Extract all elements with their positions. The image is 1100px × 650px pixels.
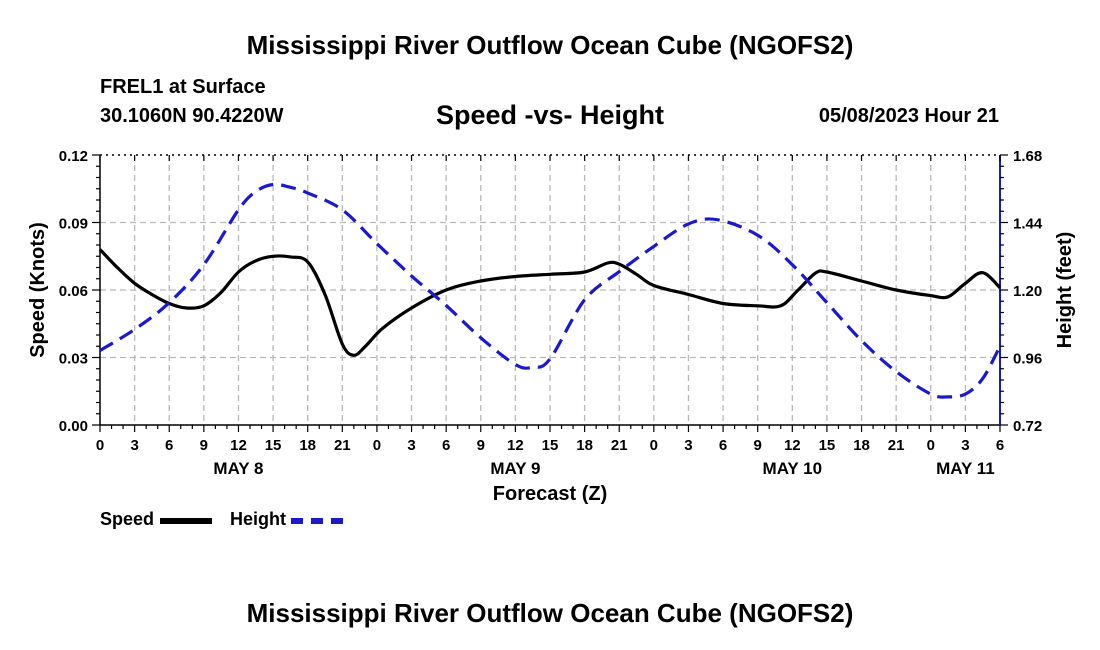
- x-tick-label: 21: [888, 437, 905, 454]
- x-tick-label: 9: [754, 437, 762, 454]
- day-label: MAY 9: [490, 459, 540, 478]
- legend-speed-label: Speed: [100, 509, 155, 529]
- x-tick-label: 3: [684, 437, 692, 454]
- y-tick-label: 0.09: [59, 216, 88, 233]
- x-tick-label: 18: [576, 437, 593, 454]
- grid: [100, 154, 1000, 425]
- y2-tick-label: 1.68: [1013, 148, 1042, 165]
- x-tick-label: 0: [373, 437, 381, 454]
- x-axis-title: Forecast (Z): [493, 483, 607, 505]
- x-tick-label: 0: [96, 437, 104, 454]
- y-tick-label: 0.00: [59, 418, 88, 435]
- speed-series-line: [98, 248, 1002, 357]
- y2-tick-label: 0.96: [1013, 351, 1042, 368]
- x-tick-label: 21: [611, 437, 628, 454]
- x-tick-label: 15: [265, 437, 282, 454]
- y2-tick-label: 1.44: [1013, 216, 1043, 233]
- x-tick-label: 6: [165, 437, 173, 454]
- x-tick-label: 15: [819, 437, 836, 454]
- y-axis-title: Speed (Knots): [27, 222, 49, 358]
- day-label: MAY 10: [763, 459, 823, 478]
- y2-axis-title: Height (feet): [1054, 232, 1076, 349]
- x-tick-label: 0: [650, 437, 658, 454]
- day-label: MAY 8: [213, 459, 263, 478]
- x-tick-label: 18: [853, 437, 870, 454]
- forecast-datetime: 05/08/2023 Hour 21: [818, 105, 999, 127]
- x-tick-label: 18: [299, 437, 316, 454]
- day-label: MAY 11: [936, 459, 995, 478]
- x-tick-label: 6: [442, 437, 450, 454]
- height-series-line: [99, 182, 1002, 399]
- legend-height-label: Height: [230, 509, 286, 529]
- x-tick-label: 6: [996, 437, 1004, 454]
- y2-tick-label: 0.72: [1013, 418, 1042, 435]
- legend-speed-swatch: [160, 518, 212, 524]
- x-tick-label: 3: [407, 437, 415, 454]
- x-tick-label: 0: [927, 437, 935, 454]
- x-tick-label: 12: [784, 437, 801, 454]
- footer-title: Mississippi River Outflow Ocean Cube (NG…: [246, 598, 854, 628]
- chart-subtitle: Speed -vs- Height: [435, 100, 665, 130]
- axis-labels: 0 3 6 9 12 15 18 21 0 3 6 9 12 15 18 21 0 3 6 9 12 15 18 21 0 3 6M…: [27, 148, 1076, 505]
- legend-height-swatch: [291, 518, 343, 524]
- x-tick-label: 3: [130, 437, 138, 454]
- x-tick-label: 15: [542, 437, 559, 454]
- series-lines: [98, 182, 1002, 399]
- x-tick-label: 9: [200, 437, 208, 454]
- station-label: FREL1 at Surface: [100, 76, 266, 98]
- axes: [92, 154, 1008, 432]
- y-tick-label: 0.12: [59, 148, 88, 165]
- station-coordinates: 30.1060N 90.4220W: [100, 105, 284, 127]
- y2-tick-label: 1.20: [1013, 283, 1042, 300]
- y-tick-label: 0.03: [59, 351, 88, 368]
- chart-title: Mississippi River Outflow Ocean Cube (NG…: [246, 30, 854, 60]
- x-tick-label: 9: [477, 437, 485, 454]
- x-tick-label: 12: [507, 437, 524, 454]
- x-tick-label: 21: [334, 437, 351, 454]
- x-tick-label: 12: [230, 437, 247, 454]
- x-tick-label: 3: [961, 437, 969, 454]
- x-tick-label: 6: [719, 437, 727, 454]
- y-tick-label: 0.06: [59, 283, 88, 300]
